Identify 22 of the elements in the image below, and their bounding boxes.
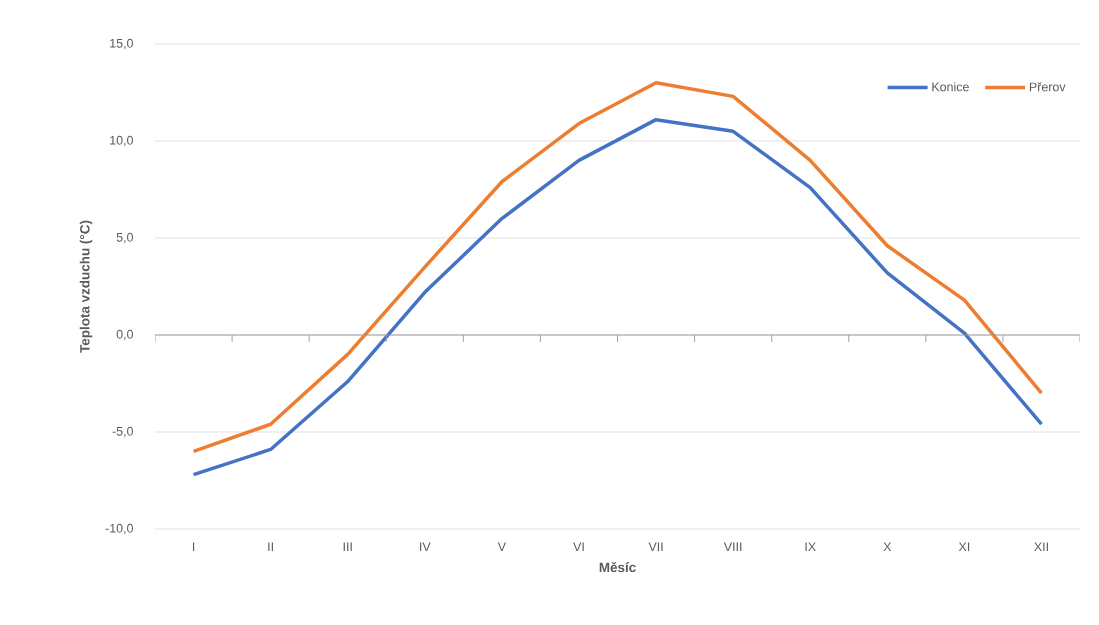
y-axis-title: Teplota vzduchu (°C) <box>79 220 93 353</box>
y-tick-label: 10,0 <box>110 135 133 147</box>
x-tick-label: X <box>883 542 892 552</box>
y-tick-label: -5,0 <box>112 426 133 438</box>
x-tick-label: VIII <box>723 542 742 552</box>
x-tick-label: VII <box>648 542 663 552</box>
y-tick-label: 5,0 <box>116 232 133 244</box>
x-tick-label: VI <box>573 542 584 552</box>
x-tick-label: II <box>268 542 273 552</box>
x-tick-label: III <box>343 542 352 552</box>
y-tick-label: -10,0 <box>105 523 133 535</box>
x-tick-label: V <box>497 542 506 552</box>
legend-label: Konice <box>932 82 969 92</box>
y-tick-label: 15,0 <box>110 38 133 50</box>
x-tick-label: IV <box>420 542 431 552</box>
x-tick-label: XII <box>1034 542 1048 552</box>
x-axis-title: Měsíc <box>599 561 636 573</box>
x-tick-label: IX <box>805 542 816 552</box>
y-tick-label: 0,0 <box>116 329 133 341</box>
x-tick-label: I <box>192 542 195 552</box>
legend-label: Přerov <box>1029 82 1066 92</box>
x-tick-label: XI <box>958 542 970 552</box>
